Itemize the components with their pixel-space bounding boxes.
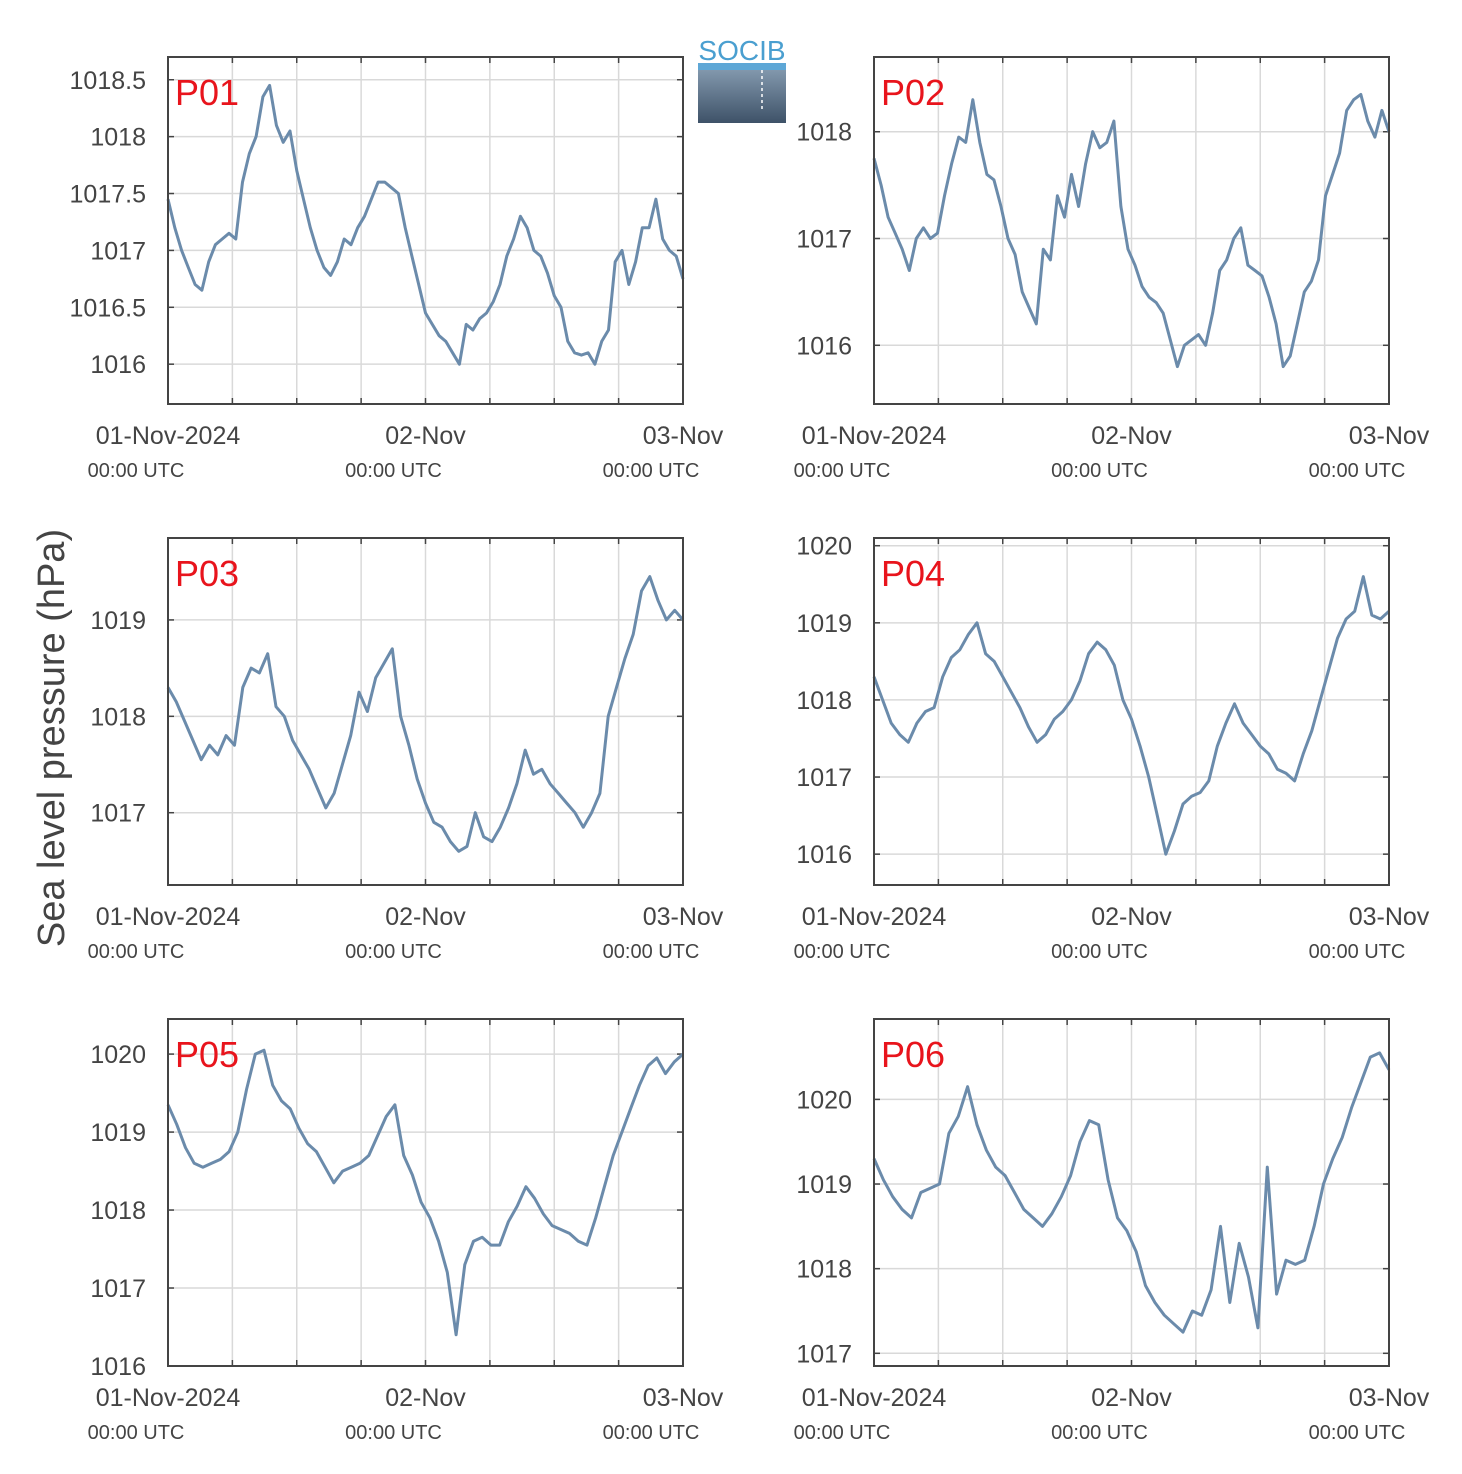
y-tick-label: 1020 <box>796 1086 852 1114</box>
x-tick-sublabel: 00:00 UTC <box>1309 460 1406 482</box>
y-tick-label: 1018.5 <box>70 67 146 95</box>
x-tick-sublabel: 00:00 UTC <box>1051 1422 1148 1444</box>
x-tick-sublabel: 00:00 UTC <box>603 941 700 963</box>
logo-wave-icon <box>698 63 786 123</box>
x-tick-label: 03-Nov <box>1349 903 1430 931</box>
x-tick-sublabel: 00:00 UTC <box>345 941 442 963</box>
y-tick-label: 1018 <box>796 1256 852 1284</box>
y-tick-label: 1019 <box>796 1171 852 1199</box>
series-line <box>166 83 685 366</box>
axes-frame <box>167 537 684 886</box>
x-tick-sublabel: 00:00 UTC <box>1051 941 1148 963</box>
y-tick-label: 1018 <box>90 1197 146 1225</box>
axes-frame <box>873 1018 1390 1367</box>
series-line <box>166 1048 685 1337</box>
series-line <box>872 575 1391 856</box>
x-tick-sublabel: 00:00 UTC <box>1309 941 1406 963</box>
y-tick-label: 1017 <box>796 226 852 254</box>
series-line <box>166 575 685 853</box>
station-label: P04 <box>881 553 945 594</box>
x-tick-sublabel: 00:00 UTC <box>345 460 442 482</box>
x-tick-label: 02-Nov <box>385 1384 466 1412</box>
x-tick-label: 01-Nov-2024 <box>96 903 241 931</box>
x-tick-label: 01-Nov-2024 <box>802 1384 947 1412</box>
x-tick-label: 02-Nov <box>385 903 466 931</box>
panel-p01: 1016 1016.5 1017 1017.5 1018 1018.5 01-Nov-202… <box>70 56 724 482</box>
y-tick-label: 1017.5 <box>70 181 146 209</box>
panel-p06: 1017 1018 1019 1020 01-Nov-2024 00:00 UTC 02-N… <box>794 1018 1430 1444</box>
station-label: P05 <box>175 1034 239 1075</box>
logo-text: SOCIB <box>698 35 785 66</box>
x-tick-label: 02-Nov <box>1091 903 1172 931</box>
y-tick-label: 1016 <box>796 841 852 869</box>
y-tick-label: 1019 <box>90 1119 146 1147</box>
panel-p05: 1016 1017 1018 1019 1020 01-Nov-2024 00:00 UTC… <box>88 1018 724 1444</box>
x-tick-label: 01-Nov-2024 <box>802 903 947 931</box>
y-axis-label: Sea level pressure (hPa) <box>31 529 73 947</box>
station-label: P01 <box>175 72 239 113</box>
x-tick-label: 01-Nov-2024 <box>96 422 241 450</box>
socib-logo: SOCIB <box>698 35 786 123</box>
x-tick-sublabel: 00:00 UTC <box>794 941 891 963</box>
y-tick-label: 1018 <box>90 703 146 731</box>
x-tick-sublabel: 00:00 UTC <box>603 1422 700 1444</box>
x-tick-sublabel: 00:00 UTC <box>794 460 891 482</box>
station-label: P02 <box>881 72 945 113</box>
x-tick-sublabel: 00:00 UTC <box>1309 1422 1406 1444</box>
y-tick-label: 1016 <box>90 351 146 379</box>
x-tick-sublabel: 00:00 UTC <box>603 460 700 482</box>
axes-frame <box>167 1018 684 1367</box>
y-tick-label: 1019 <box>90 607 146 635</box>
y-tick-label: 1016 <box>90 1353 146 1381</box>
x-tick-label: 03-Nov <box>1349 422 1430 450</box>
y-tick-label: 1018 <box>90 124 146 152</box>
y-tick-label: 1017 <box>796 1340 852 1368</box>
y-tick-label: 1020 <box>90 1041 146 1069</box>
x-tick-label: 03-Nov <box>643 903 724 931</box>
y-tick-label: 1016.5 <box>70 294 146 322</box>
x-tick-sublabel: 00:00 UTC <box>88 1422 185 1444</box>
series-line <box>872 92 1391 369</box>
panel-p02: 1016 1017 1018 01-Nov-2024 00:00 UTC 02-Nov 00… <box>794 56 1430 482</box>
x-tick-sublabel: 00:00 UTC <box>1051 460 1148 482</box>
panel-p04: 1016 1017 1018 1019 1020 01-Nov-2024 00:00 UTC… <box>794 533 1430 963</box>
axes-frame <box>873 56 1390 405</box>
station-label: P06 <box>881 1034 945 1075</box>
y-tick-label: 1018 <box>796 119 852 147</box>
y-tick-label: 1017 <box>90 800 146 828</box>
x-tick-label: 01-Nov-2024 <box>802 422 947 450</box>
y-tick-label: 1017 <box>90 1275 146 1303</box>
series-line <box>872 1051 1391 1334</box>
y-tick-label: 1017 <box>796 764 852 792</box>
x-tick-label: 03-Nov <box>643 422 724 450</box>
x-tick-label: 03-Nov <box>1349 1384 1430 1412</box>
y-tick-label: 1016 <box>796 332 852 360</box>
x-tick-sublabel: 00:00 UTC <box>88 941 185 963</box>
x-tick-sublabel: 00:00 UTC <box>794 1422 891 1444</box>
axes-frame <box>167 56 684 405</box>
logo-sea-band <box>698 63 786 70</box>
station-label: P03 <box>175 553 239 594</box>
x-tick-label: 02-Nov <box>1091 1384 1172 1412</box>
x-tick-label: 02-Nov <box>1091 422 1172 450</box>
y-tick-label: 1017 <box>90 237 146 265</box>
y-tick-label: 1019 <box>796 610 852 638</box>
x-tick-label: 01-Nov-2024 <box>96 1384 241 1412</box>
panel-p03: 1017 1018 1019 01-Nov-2024 00:00 UTC 02-Nov 00… <box>88 537 724 963</box>
y-tick-label: 1020 <box>796 533 852 561</box>
y-tick-label: 1018 <box>796 687 852 715</box>
x-tick-sublabel: 00:00 UTC <box>88 460 185 482</box>
axes-frame <box>873 537 1390 886</box>
x-tick-label: 03-Nov <box>643 1384 724 1412</box>
x-tick-label: 02-Nov <box>385 422 466 450</box>
x-tick-sublabel: 00:00 UTC <box>345 1422 442 1444</box>
